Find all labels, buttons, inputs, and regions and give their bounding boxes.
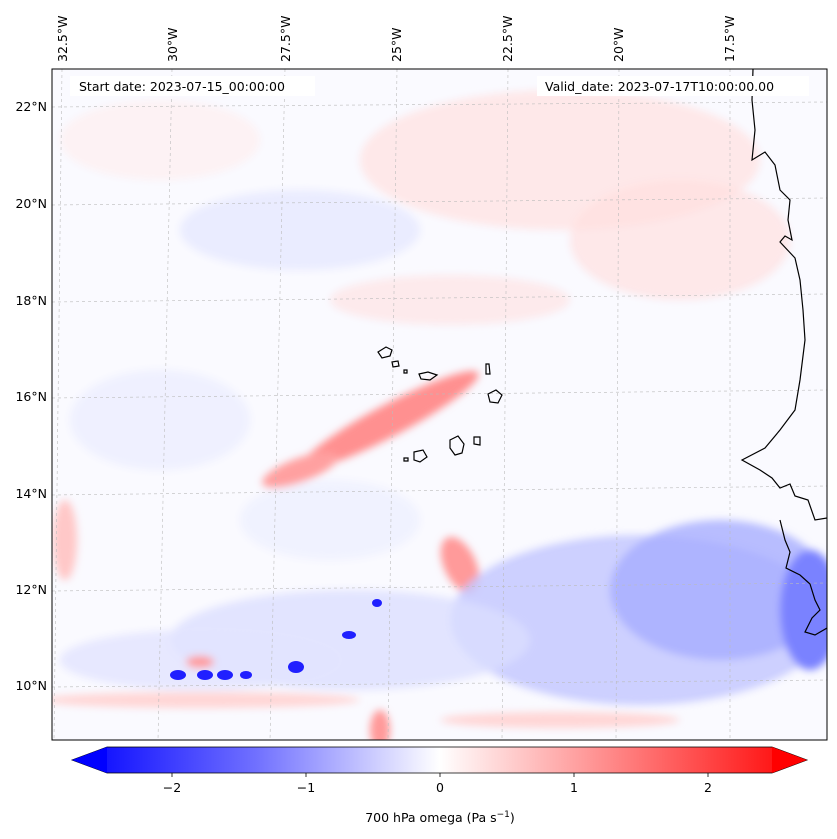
- lon-label-32-5w: 32.5°W: [55, 16, 70, 62]
- colorbar: −2 −1 0 1 2 700 hPa omega (Pa s−1): [70, 746, 809, 825]
- start-date-box: [70, 76, 315, 96]
- colorbar-bar: [70, 746, 809, 774]
- colorbar-tick-0: 0: [436, 780, 444, 795]
- lat-label-10n: 10°N: [15, 678, 47, 693]
- lat-label-22n: 22°N: [15, 99, 47, 114]
- start-date-label: Start date: 2023-07-15_00:00:00: [79, 79, 285, 94]
- colorbar-tick-neg2: −2: [163, 780, 181, 795]
- lon-label-25w: 25°W: [389, 27, 404, 62]
- blue-spots: [170, 599, 382, 680]
- valid-date-label: Valid_date: 2023-07-17T10:00:00.00: [545, 79, 774, 94]
- colorbar-extend-low: [72, 747, 107, 773]
- omega-field: [52, 69, 827, 740]
- lon-label-20w: 20°W: [611, 27, 626, 62]
- lat-label-20n: 20°N: [15, 196, 47, 211]
- colorbar-label: 700 hPa omega (Pa s−1): [365, 810, 515, 825]
- lon-label-30w: 30°W: [165, 27, 180, 62]
- lat-label-18n: 18°N: [15, 293, 47, 308]
- lon-label-17-5w: 17.5°W: [722, 16, 737, 62]
- colorbar-tick-neg1: −1: [297, 780, 315, 795]
- lat-label-14n: 14°N: [15, 486, 47, 501]
- lon-label-22-5w: 22.5°W: [500, 16, 515, 62]
- lon-label-27-5w: 27.5°W: [278, 16, 293, 62]
- african-coastline: [740, 69, 827, 636]
- gridlines: [52, 69, 827, 740]
- lon-labels: 32.5°W 30°W 27.5°W 25°W 22.5°W 20°W 17.5…: [55, 16, 737, 62]
- lat-labels: 22°N 20°N 18°N 16°N 14°N 12°N 10°N: [15, 99, 47, 693]
- valid-date-box: [537, 76, 809, 96]
- colorbar-extend-high: [772, 747, 807, 773]
- colorbar-tick-2: 2: [704, 780, 712, 795]
- cape-verde-islands: [377, 346, 503, 463]
- map-frame: [51, 68, 828, 741]
- lat-label-12n: 12°N: [15, 582, 47, 597]
- colorbar-tick-1: 1: [570, 780, 578, 795]
- lat-label-16n: 16°N: [15, 389, 47, 404]
